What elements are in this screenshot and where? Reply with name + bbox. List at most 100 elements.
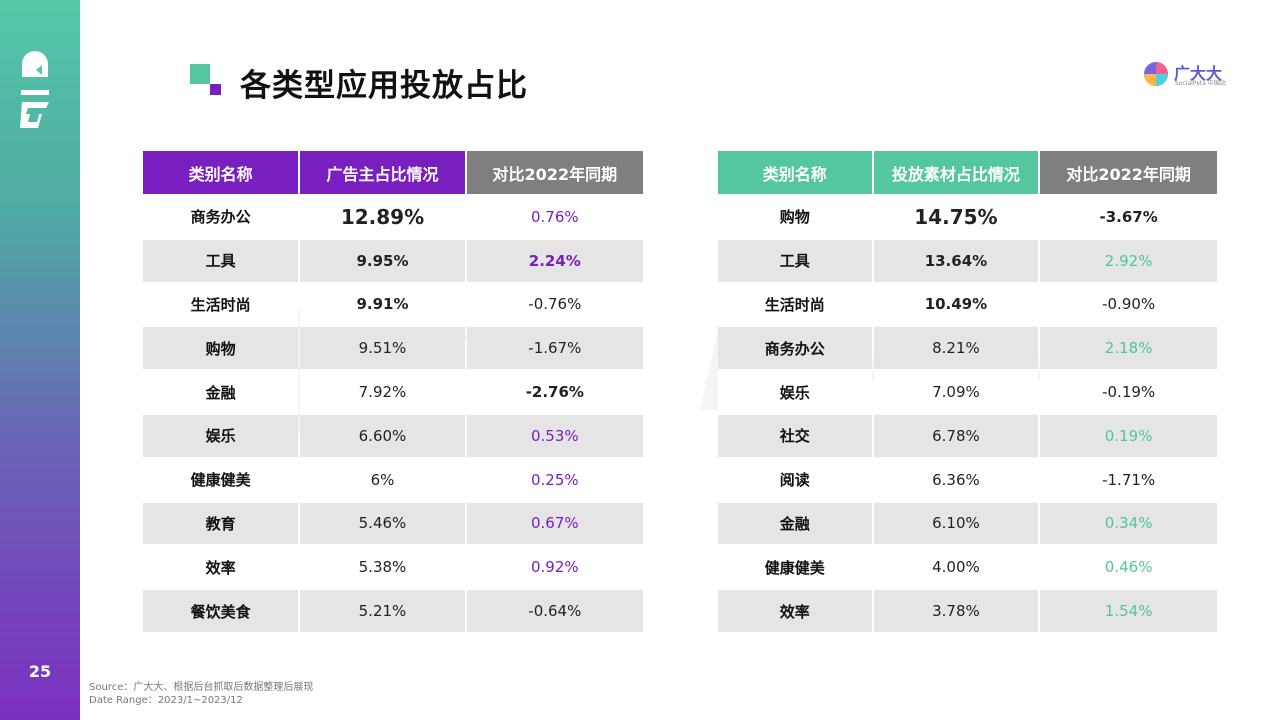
share-cell: 13.64% [873,239,1039,284]
yoy-change-cell: -0.64% [466,590,643,634]
category-cell: 金融 [143,371,299,415]
table-row: 娱乐 7.09% -0.19% [718,371,1217,415]
share-cell: 9.95% [300,239,465,284]
table-row: 工具 9.95% 2.24% [143,239,643,284]
table-row: 生活时尚 9.91% -0.76% [143,283,643,328]
category-cell: 阅读 [718,458,872,503]
category-cell: 商务办公 [143,196,299,240]
table-header-row: 类别名称 投放素材占比情况 对比2022年同期 [718,151,1217,196]
advertiser-share-table: 类别名称 广告主占比情况 对比2022年同期 商务办公 12.89% 0.76% 工具… [141,151,645,634]
page-number: 25 [28,662,52,681]
share-cell: 7.09% [873,371,1039,415]
share-cell: 12.89% [300,196,465,240]
share-cell: 6.10% [873,502,1039,547]
share-cell: 10.49% [873,283,1039,328]
yoy-change-cell: -0.19% [1040,371,1217,415]
flat-ads-logo-icon [20,51,49,128]
share-cell: 4.00% [873,546,1039,591]
yoy-change-cell: 0.34% [1040,502,1217,547]
share-cell: 5.46% [300,502,465,547]
yoy-change-cell: -3.67% [1040,196,1217,240]
yoy-change-cell: 0.19% [1040,414,1217,459]
yoy-change-cell: -1.71% [1040,458,1217,503]
share-cell: 6.60% [300,414,465,459]
category-cell: 工具 [718,239,872,284]
header-advertiser-share: 广告主占比情况 [300,151,465,196]
header-yoy-compare: 对比2022年同期 [1040,151,1217,196]
share-cell: 6.36% [873,458,1039,503]
header-category: 类别名称 [143,151,299,196]
category-cell: 工具 [143,239,299,284]
yoy-change-cell: 1.54% [1040,590,1217,634]
category-cell: 效率 [143,546,299,591]
creative-share-table: 类别名称 投放素材占比情况 对比2022年同期 购物 14.75% -3.67% 工具… [716,151,1219,634]
share-cell: 5.38% [300,546,465,591]
brand-subtitle: SocialPeta 中国站 [1175,80,1226,87]
source-note: Source：广大大、根据后台抓取后数据整理后展现 Date Range：202… [89,681,313,707]
date-range-line: Date Range：2023/1~2023/12 [89,695,243,706]
share-cell: 3.78% [873,590,1039,634]
yoy-change-cell: -1.67% [466,327,643,372]
share-cell: 5.21% [300,590,465,634]
yoy-change-cell: 0.53% [466,414,643,459]
table-row: 效率 5.38% 0.92% [143,546,643,591]
category-cell: 娱乐 [143,414,299,459]
category-cell: 购物 [718,196,872,240]
table-row: 教育 5.46% 0.67% [143,502,643,547]
category-cell: 教育 [143,502,299,547]
yoy-change-cell: -0.90% [1040,283,1217,328]
category-cell: 商务办公 [718,327,872,372]
table-row: 购物 14.75% -3.67% [718,196,1217,240]
category-cell: 金融 [718,502,872,547]
yoy-change-cell: 0.92% [466,546,643,591]
share-cell: 8.21% [873,327,1039,372]
share-cell: 6.78% [873,414,1039,459]
category-cell: 效率 [718,590,872,634]
category-cell: 生活时尚 [143,283,299,328]
category-cell: 购物 [143,327,299,372]
table-row: 商务办公 8.21% 2.18% [718,327,1217,372]
yoy-change-cell: 2.92% [1040,239,1217,284]
category-cell: 社交 [718,414,872,459]
table-row: 娱乐 6.60% 0.53% [143,414,643,459]
share-cell: 9.91% [300,283,465,328]
share-cell: 6% [300,458,465,503]
yoy-change-cell: 0.67% [466,502,643,547]
table-header-row: 类别名称 广告主占比情况 对比2022年同期 [143,151,643,196]
share-cell: 14.75% [873,196,1039,240]
table-row: 金融 7.92% -2.76% [143,371,643,415]
share-cell: 9.51% [300,327,465,372]
source-line: Source：广大大、根据后台抓取后数据整理后展现 [89,682,314,693]
title-squares-icon [190,64,221,95]
yoy-change-cell: 0.46% [1040,546,1217,591]
yoy-change-cell: 2.24% [466,239,643,284]
category-cell: 健康健美 [718,546,872,591]
category-cell: 健康健美 [143,458,299,503]
sidebar: 25 [0,0,80,720]
table-row: 购物 9.51% -1.67% [143,327,643,372]
table-row: 阅读 6.36% -1.71% [718,458,1217,503]
table-row: 工具 13.64% 2.92% [718,239,1217,284]
table-row: 餐饮美食 5.21% -0.64% [143,590,643,634]
header-yoy-compare: 对比2022年同期 [466,151,643,196]
yoy-change-cell: 2.18% [1040,327,1217,372]
category-cell: 餐饮美食 [143,590,299,634]
table-row: 商务办公 12.89% 0.76% [143,196,643,240]
table-row: 金融 6.10% 0.34% [718,502,1217,547]
table-row: 健康健美 4.00% 0.46% [718,546,1217,591]
share-cell: 7.92% [300,371,465,415]
brand-name: 广大大 [1174,64,1223,83]
brand-logo-icon [1144,62,1168,86]
header-creative-share: 投放素材占比情况 [873,151,1039,196]
yoy-change-cell: 0.25% [466,458,643,503]
category-cell: 生活时尚 [718,283,872,328]
category-cell: 娱乐 [718,371,872,415]
yoy-change-cell: -2.76% [466,371,643,415]
yoy-change-cell: -0.76% [466,283,643,328]
table-row: 生活时尚 10.49% -0.90% [718,283,1217,328]
header-category: 类别名称 [718,151,872,196]
yoy-change-cell: 0.76% [466,196,643,240]
table-row: 健康健美 6% 0.25% [143,458,643,503]
table-row: 效率 3.78% 1.54% [718,590,1217,634]
page-title: 各类型应用投放占比 [240,68,528,104]
